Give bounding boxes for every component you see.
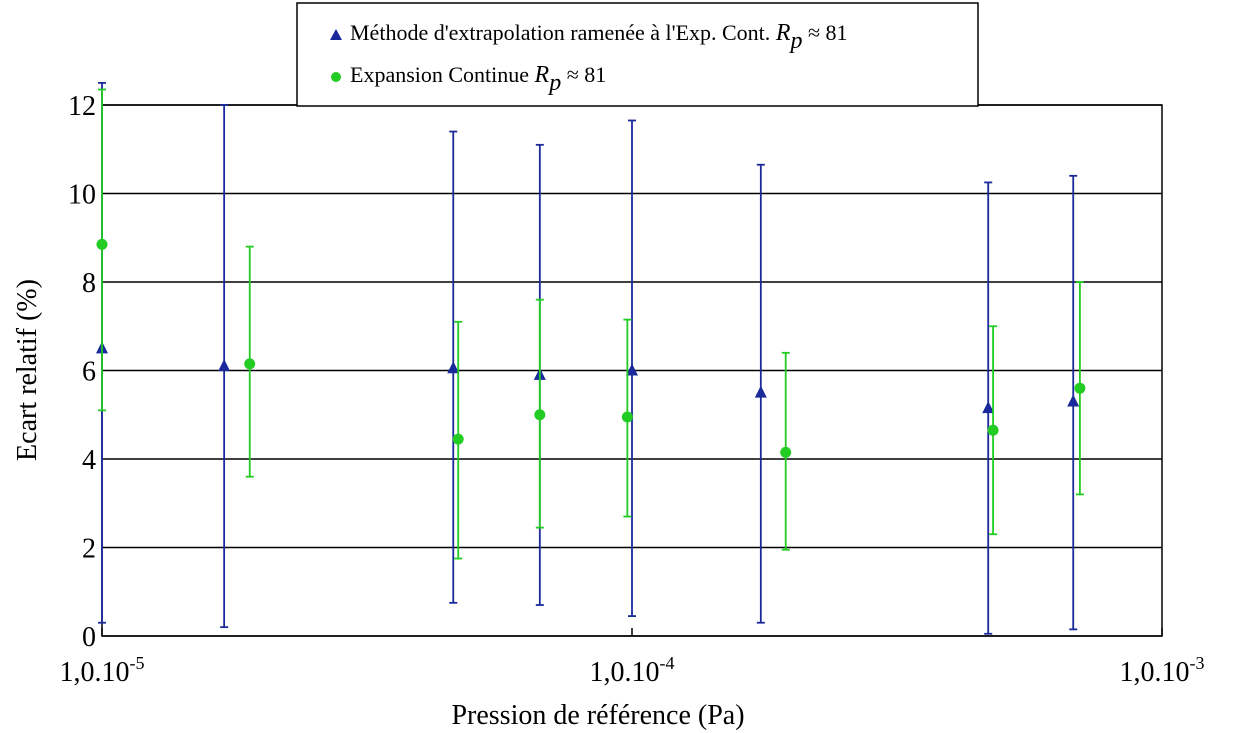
x-tick-label: 1,0.10-5 [60,653,145,688]
legend-box [296,2,979,107]
y-tick-label: 10 [68,180,96,211]
legend: Méthode d'extrapolation ramenée à l'Exp.… [296,2,979,107]
x-tick-label: 1,0.10-4 [590,653,675,688]
y-tick-label: 0 [82,622,96,653]
series-1 [96,81,1080,635]
legend-series-name: Expansion Continue [350,62,535,87]
legend-math-subscript: p [547,70,561,96]
data-point-circle [244,358,256,370]
data-point-triangle [626,363,638,376]
legend-label: Méthode d'extrapolation ramenée à l'Exp.… [350,20,848,54]
legend-marker-circle [331,72,341,82]
x-tick-exponent: -4 [660,653,675,673]
x-tick-base: 1,0.10 [590,657,660,688]
data-point-circle [534,409,546,421]
x-tick-exponent: -3 [1190,653,1205,673]
y-tick-label: 4 [82,445,96,476]
legend-label: Expansion Continue Rp ≈ 81 [350,62,606,96]
data-point-circle [987,424,999,436]
data-point-circle [621,411,633,423]
data-point-circle [96,238,108,250]
y-axis-label: Ecart relatif (%) [12,279,43,461]
data-point-triangle [447,361,460,374]
legend-math-symbol: R [775,20,791,46]
y-tick-label: 2 [82,534,96,565]
y-tick-label: 6 [82,357,96,388]
data-point-circle [780,446,792,458]
data-point-triangle [754,385,767,398]
data-point-triangle [218,359,231,372]
x-axis-label: Pression de référence (Pa) [451,700,744,731]
legend-marker-triangle [330,29,342,40]
data-point-circle [452,433,464,445]
data-point-triangle [1067,394,1080,407]
x-tick-base: 1,0.10 [60,657,130,688]
x-tick-exponent: -5 [130,653,145,673]
x-axis-ticks: 1,0.10-5 1,0.10-4 1,0.10-3 [60,628,1205,688]
legend-series-name: Méthode d'extrapolation ramenée à l'Exp.… [350,20,776,45]
data-series [96,81,1086,635]
legend-math-subscript: p [788,28,802,54]
series-2 [96,88,1086,560]
y-tick-label: 12 [68,91,96,122]
x-tick-label: 1,0.10-3 [1120,653,1205,688]
legend-suffix: ≈ 81 [802,20,847,45]
x-tick-base: 1,0.10 [1120,657,1190,688]
y-tick-label: 8 [82,268,96,299]
data-point-circle [1074,382,1086,394]
data-point-triangle [982,401,995,414]
legend-math-symbol: R [534,62,550,88]
y-axis-ticks: 0 2 4 6 8 10 12 [68,91,96,653]
legend-suffix: ≈ 81 [561,62,606,87]
